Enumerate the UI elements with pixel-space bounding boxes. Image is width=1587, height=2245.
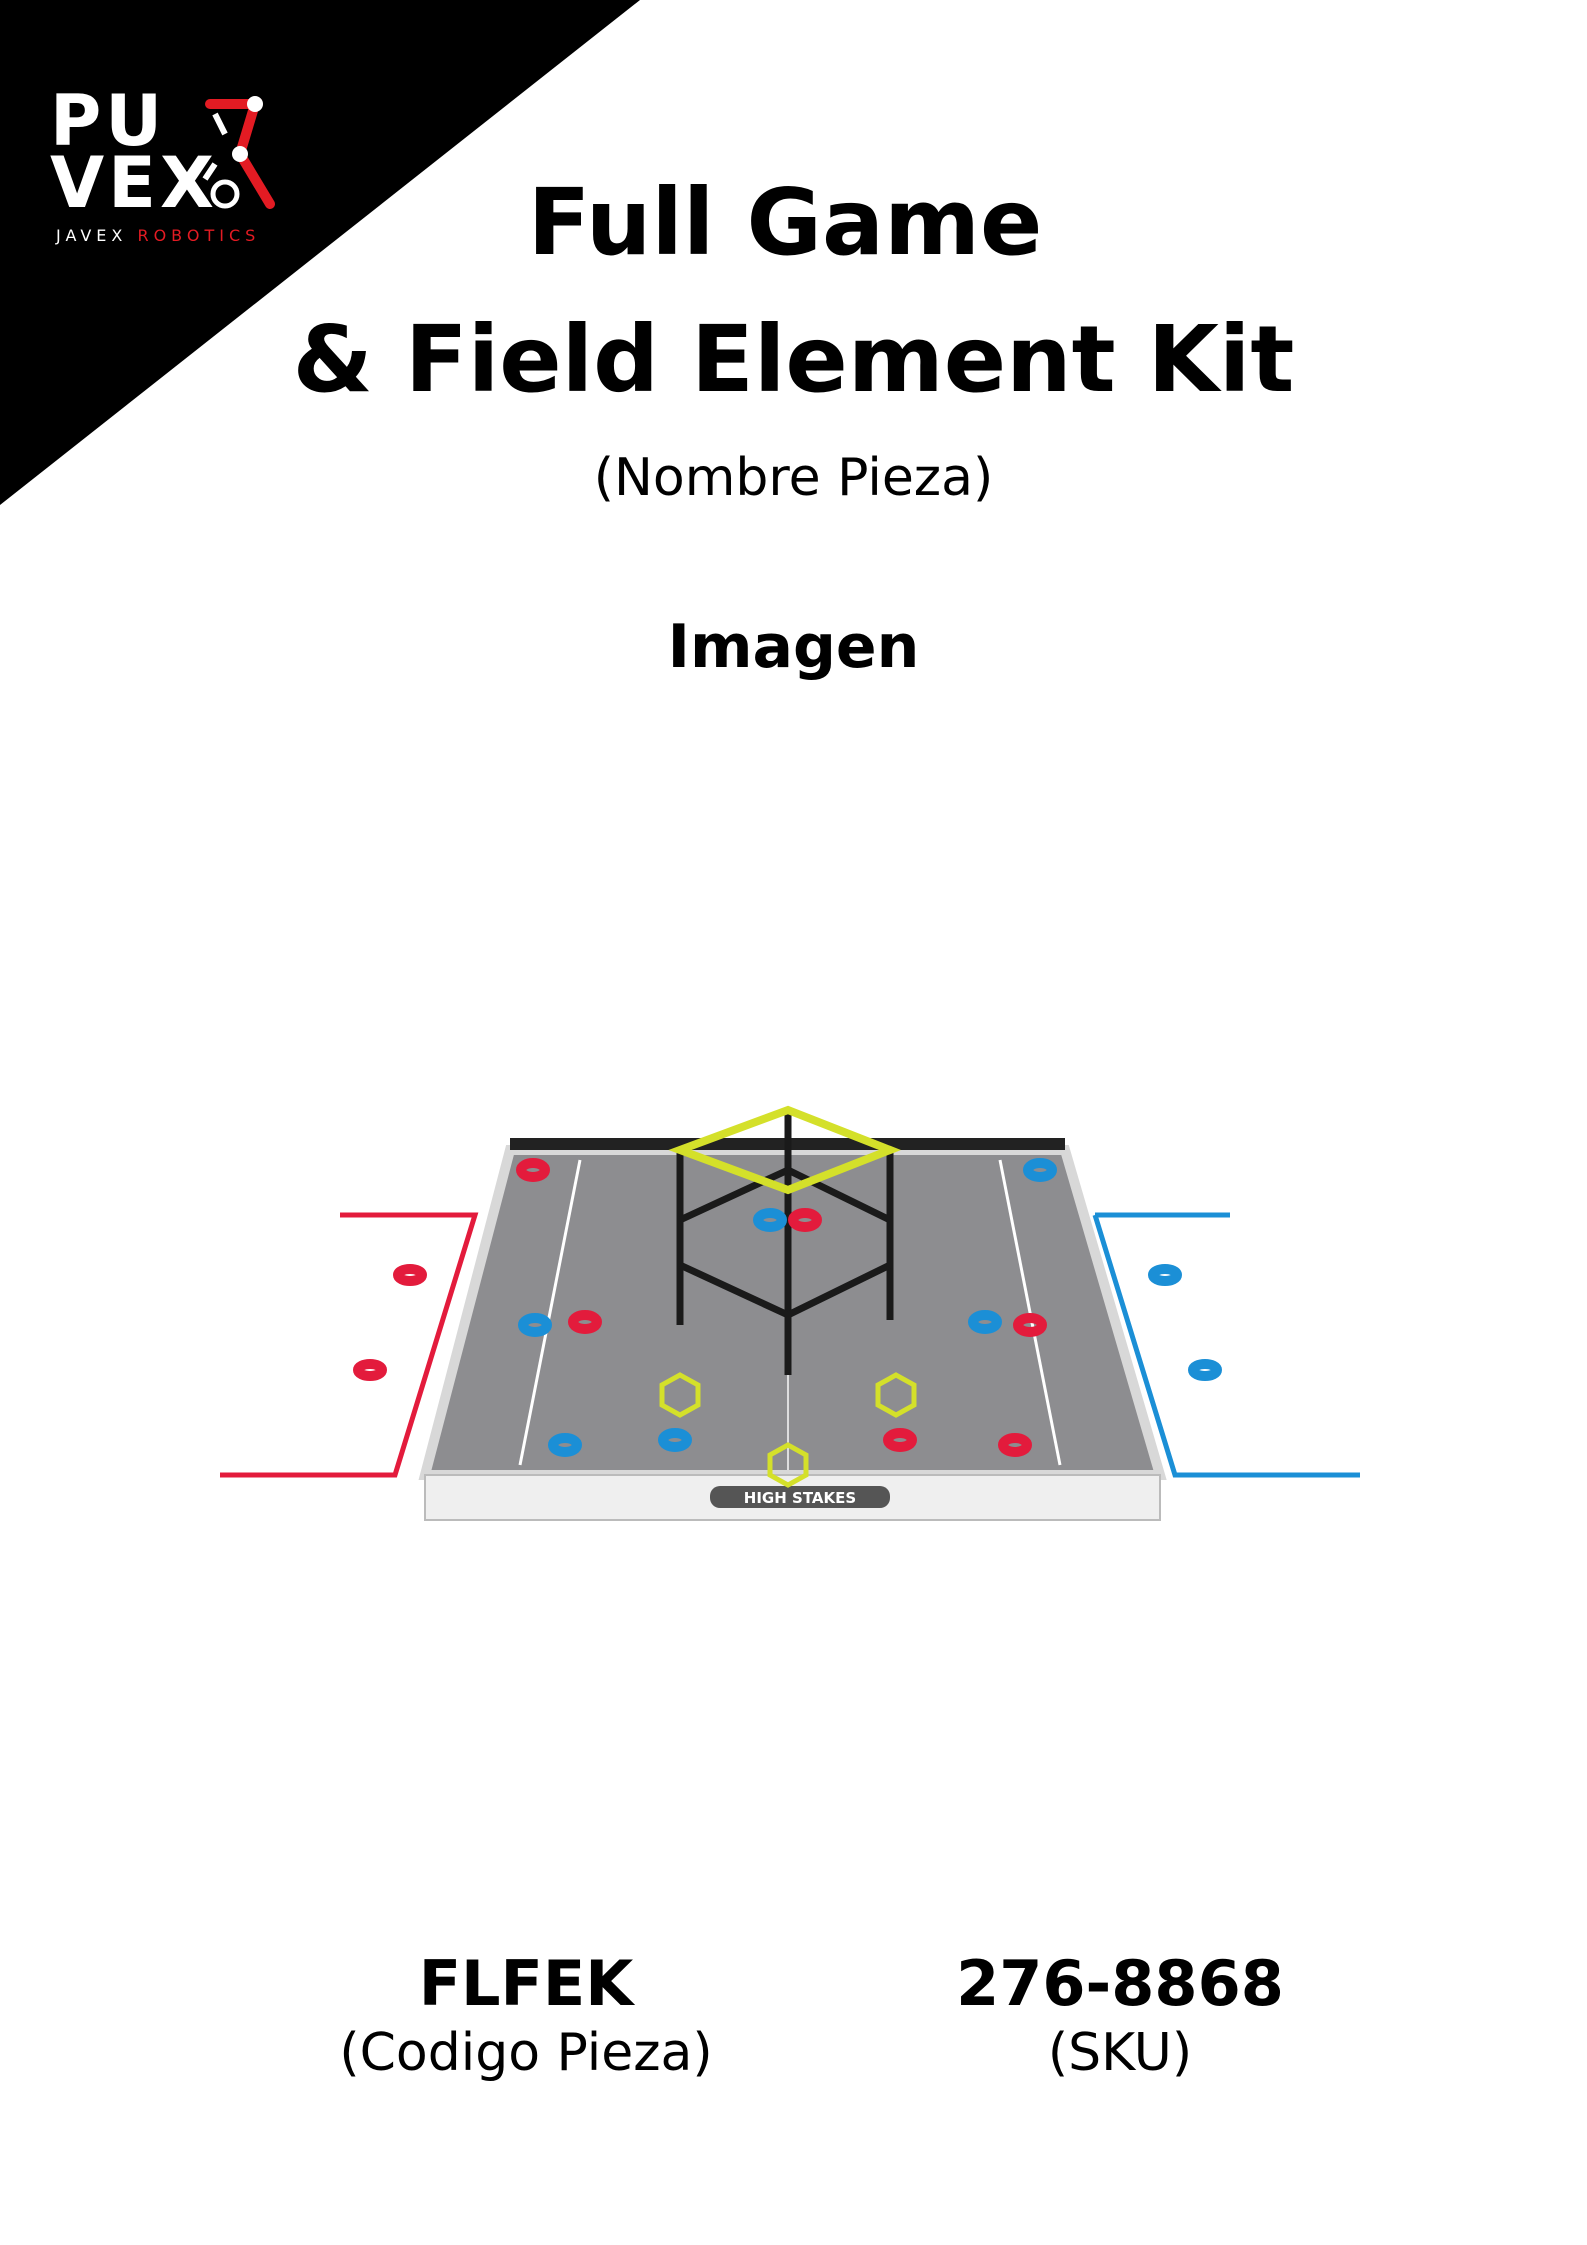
image-label: Imagen [667,612,920,682]
part-code-value: FLFEK [418,1947,634,2020]
sku-caption: (SKU) [1047,2023,1193,2083]
part-code-block: FLFEK (Codigo Pieza) [226,1948,826,2086]
blue-alliance-line [1092,1212,1360,1478]
ladder-top [668,1105,901,1195]
sku-block: 276-8868 (SKU) [820,1948,1420,2086]
red-alliance-line [220,1212,479,1478]
robot-arm-icon [202,96,275,209]
logo-line-1: PU [50,80,167,162]
part-name-caption: (Nombre Pieza) [593,448,994,508]
logo-tagline-a: JAVEX [56,226,138,245]
field-illustration: HIGH STAKES [220,1105,1360,1521]
field-banner-text: HIGH STAKES [744,1489,856,1507]
logo-tagline-b: ROBOTICS [137,226,261,245]
sku-value: 276-8868 [956,1947,1284,2020]
rings [353,1158,1222,1457]
logo-line-2: VEX [50,142,218,224]
logo-tagline: JAVEX ROBOTICS [56,226,260,245]
banner-plate [710,1486,890,1508]
ladder-structure [676,1110,894,1375]
part-code-caption: (Codigo Pieza) [339,2023,713,2083]
title-line-1: Full Game [527,169,1043,276]
title-line-2: & Field Element Kit [292,306,1295,413]
mobile-goals [659,1372,917,1488]
brand-logo: PU VEX JAVEX ROBOTICS [50,80,280,250]
